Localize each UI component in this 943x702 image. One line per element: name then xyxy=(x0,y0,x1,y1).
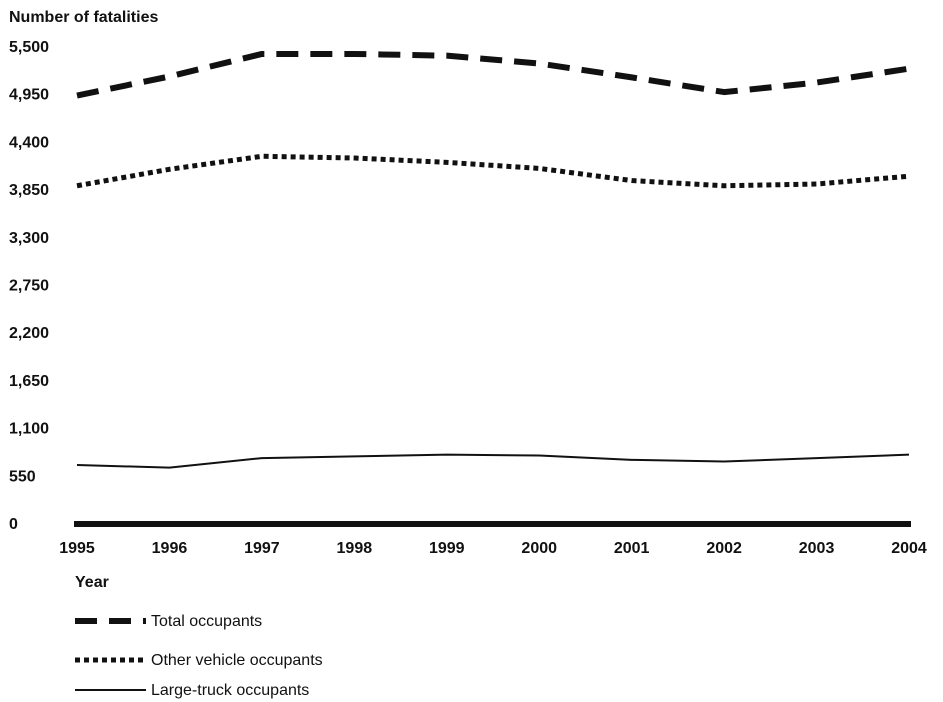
y-tick-label: 0 xyxy=(9,516,18,533)
y-tick-label: 1,650 xyxy=(9,373,49,390)
y-tick-label: 3,850 xyxy=(9,182,49,199)
y-tick-label: 1,100 xyxy=(9,421,49,438)
x-tick-label: 2001 xyxy=(614,540,650,557)
x-axis-title: Year xyxy=(75,574,109,591)
legend-label: Large-truck occupants xyxy=(151,682,309,699)
x-tick-label: 2003 xyxy=(799,540,835,557)
series-line-total-occupants xyxy=(76,50,910,99)
series-line-other-vehicle-occupants xyxy=(76,153,910,189)
y-tick-label: 4,400 xyxy=(9,134,49,151)
legend-label: Other vehicle occupants xyxy=(151,652,323,669)
y-axis-ticks: 0 550 1,100 1,650 2,200 2,750 3,300 3,850 4,400 4… xyxy=(9,39,49,533)
series-lines xyxy=(76,50,910,469)
x-tick-label: 1997 xyxy=(244,540,280,557)
y-axis-title: Number of fatalities xyxy=(9,9,158,26)
x-tick-label: 2002 xyxy=(706,540,742,557)
y-tick-label: 3,300 xyxy=(9,230,49,247)
y-tick-label: 2,200 xyxy=(9,325,49,342)
series-line-large-truck-occupants xyxy=(76,453,910,469)
x-tick-label: 2004 xyxy=(891,540,927,557)
y-tick-label: 550 xyxy=(9,468,36,485)
x-tick-label: 1995 xyxy=(59,540,95,557)
y-tick-label: 4,950 xyxy=(9,87,49,104)
legend-label: Total occupants xyxy=(151,613,262,630)
x-tick-label: 1998 xyxy=(337,540,373,557)
x-axis-ticks: 1995 1996 1997 1998 1999 2000 2001 2002 2003 2004 xyxy=(59,540,927,557)
x-tick-label: 2000 xyxy=(521,540,557,557)
y-tick-label: 5,500 xyxy=(9,39,49,56)
y-tick-label: 2,750 xyxy=(9,278,49,295)
x-tick-label: 1999 xyxy=(429,540,465,557)
legend: Total occupants Other vehicle occupants La… xyxy=(75,613,323,699)
x-tick-label: 1996 xyxy=(152,540,188,557)
